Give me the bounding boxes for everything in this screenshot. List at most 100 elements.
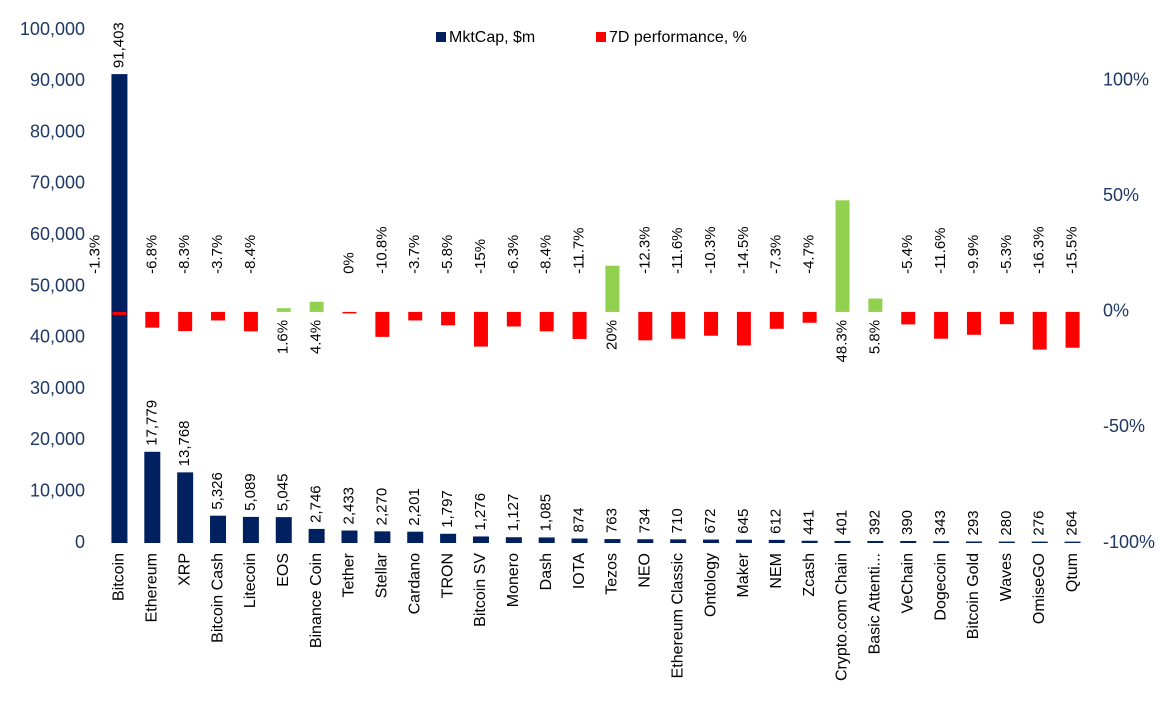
mktcap-bar [867,540,884,543]
mktcap-label: 710 [669,508,686,533]
y-tick-label: 10,000 [30,480,85,500]
y-tick-label: 0 [75,532,85,552]
mktcap-bar [637,539,654,543]
mktcap-bar [900,540,917,543]
x-tick-label: NEO [637,553,654,588]
performance-bar [309,301,324,312]
mktcap-label: 2,746 [308,485,325,523]
performance-label: 20% [603,320,620,350]
performance-bar [704,311,719,336]
legend-label: 7D performance, % [609,29,747,46]
performance-bar [441,311,456,326]
y2-tick-label: -100% [1103,532,1155,552]
performance-label: -9.9% [965,235,982,274]
mktcap-bar [275,517,292,543]
mktcap-bar [834,540,851,543]
mktcap-label: 672 [702,509,719,534]
mktcap-label: 2,433 [340,487,357,525]
performance-bar [835,200,850,312]
performance-bar [276,308,291,312]
mktcap-label: 401 [833,510,850,535]
performance-label: -3.7% [209,235,226,274]
y-tick-label: 70,000 [30,173,85,193]
x-tick-label: Tether [341,552,358,597]
y-tick-label: 50,000 [30,275,85,295]
mktcap-bar [374,531,391,543]
performance-bar [671,311,686,339]
performance-label: -5.3% [998,235,1015,274]
performance-bar [802,311,817,323]
performance-label: -16.3% [1031,226,1048,274]
mktcap-bar [242,516,259,543]
performance-bar [178,311,193,332]
performance-bar [638,311,653,341]
x-tick-label: Waves [998,553,1015,601]
performance-bar [506,311,521,327]
x-tick-label: Dogecoin [932,553,949,621]
mktcap-label: 1,276 [472,493,489,531]
mktcap-label: 293 [965,510,982,535]
mktcap-bar [472,536,489,543]
x-tick-label: Qtum [1064,553,1081,592]
mktcap-label: 5,045 [275,474,292,512]
y-tick-label: 80,000 [30,121,85,141]
mktcap-bar [505,537,522,543]
performance-bar [901,311,916,325]
performance-label: 1.6% [275,320,292,354]
performance-label: 48.3% [833,320,850,363]
performance-label: -6.3% [505,235,522,274]
x-tick-label: Binance Coin [308,553,325,648]
mktcap-label: 1,797 [439,490,456,528]
performance-label: -10.8% [373,226,390,274]
performance-label: -14.5% [735,226,752,274]
mktcap-label: 874 [571,507,588,532]
mktcap-bar [670,539,687,543]
mktcap-bar [538,537,555,543]
x-tick-label: Bitcoin Gold [965,553,982,639]
y-tick-label: 40,000 [30,327,85,347]
x-tick-label: IOTA [571,553,588,589]
performance-label: -8.3% [176,235,193,274]
performance-label: 0% [340,252,357,274]
mktcap-bar [111,74,128,544]
x-tick-label: Tezos [604,553,621,595]
x-tick-label: Bitcoin Cash [209,553,226,643]
performance-bar [605,265,620,312]
performance-bar [868,298,883,312]
mktcap-label: 343 [932,510,949,535]
mktcap-label: 441 [801,510,818,535]
mktcap-label: 264 [1064,511,1081,536]
performance-label: 5.8% [866,320,883,354]
mktcap-bar [144,451,161,543]
x-tick-label: Ethereum Classic [669,553,686,678]
mktcap-bar [1031,541,1048,543]
mktcap-bar [801,540,818,543]
performance-label: -11.6% [932,227,949,273]
x-tick-label: Maker [735,552,752,597]
performance-bar [769,311,784,329]
mktcap-label: 280 [998,511,1015,536]
performance-bar [342,311,357,314]
performance-label: -15.5% [1064,226,1081,274]
mktcap-label: 763 [603,508,620,533]
performance-bar [736,311,751,346]
mktcap-label: 734 [636,508,653,533]
performance-bar [572,311,587,339]
x-tick-label: Zcash [801,553,818,597]
mktcap-label: 2,201 [406,488,423,526]
x-tick-label: Dash [538,553,555,590]
mktcap-bar [210,515,227,543]
mktcap-bar [407,531,424,543]
mktcap-bar [703,539,720,543]
x-tick-label: Crypto.com Chain [834,553,851,681]
x-tick-label: Monero [505,553,522,607]
y2-tick-label: 0% [1103,301,1129,321]
performance-label: -5.8% [439,235,456,274]
mktcap-label: 612 [768,509,785,534]
performance-bar [999,311,1014,325]
y-tick-label: 30,000 [30,378,85,398]
performance-label: -11.7% [571,227,588,273]
y-tick-label: 20,000 [30,429,85,449]
performance-label: 4.4% [308,320,325,354]
